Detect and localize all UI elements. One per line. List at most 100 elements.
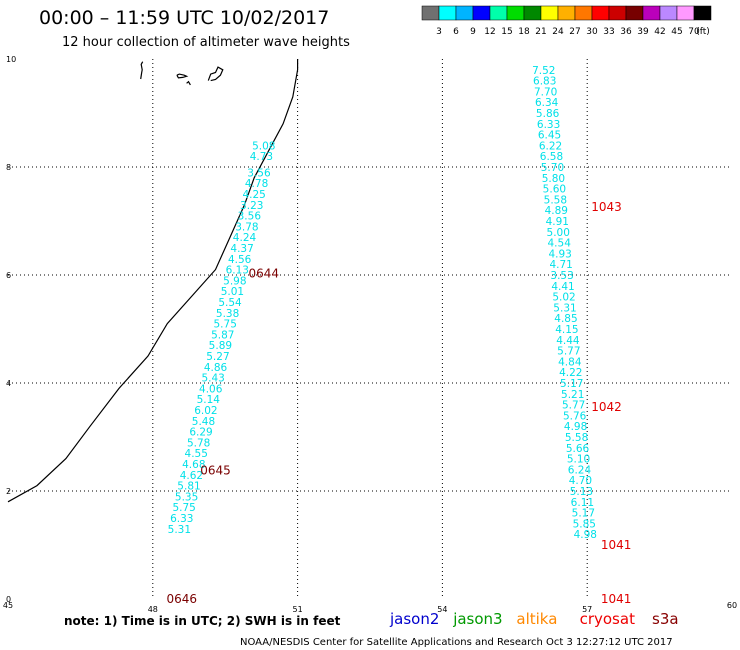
x-tick-label: 45 [3,601,13,610]
island-outline [140,61,144,80]
wave-height-label: 4.91 [546,216,569,228]
wave-height-label: 5.38 [216,308,239,320]
x-tick-label: 60 [727,601,737,610]
wave-height-label: 6.33 [537,119,560,131]
chart-subtitle: 12 hour collection of altimeter wave hei… [62,35,350,50]
wave-height-label: 5.43 [201,373,224,385]
colorbar-label: 30 [586,27,598,37]
pass-time-label: 0644 [249,266,280,280]
wave-height-label: 5.27 [206,351,229,363]
wave-height-label: 5.81 [177,481,200,493]
wave-height-label: 3.23 [240,200,263,212]
wave-height-label: 4.22 [559,367,582,379]
colorbar-label: 21 [535,27,546,37]
wave-height-label: 4.93 [548,248,571,260]
island-outline [186,80,191,86]
pass-time-label: 1041 [601,538,632,552]
colorbar-label: 9 [470,27,476,37]
x-tick-label: 51 [293,605,303,614]
colorbar-swatch [574,5,593,21]
wave-height-label: 5.08 [252,140,275,152]
wave-height-label: 3.53 [550,270,573,282]
y-tick-label: 6 [6,271,11,280]
wave-height-label: 5.31 [553,302,576,314]
wave-height-label: 5.02 [552,292,575,304]
wave-height-label: 6.22 [539,140,562,152]
colorbar-swatch [438,5,457,21]
wave-height-label: 4.73 [250,151,273,163]
wave-height-label: 4.54 [548,238,572,250]
colorbar-label: 70 [688,27,700,37]
wave-height-label: 5.54 [218,297,242,309]
wave-height-label: 5.01 [221,286,244,298]
wave-height-label: 4.84 [558,356,582,368]
wave-height-label: 5.75 [172,502,195,514]
colorbar-label: 3 [436,27,442,37]
wave-height-label: 5.85 [573,518,596,530]
satellite-legend: jason2 jason3 altika cryosat s3a [389,610,679,628]
colorbar: 3 6 9 12 15 18 21 24 27 30 33 36 39 42 45 70(ft) [421,5,712,37]
colorbar-label: 39 [637,27,649,37]
wave-height-label: 7.52 [532,65,555,77]
wave-height-label: 5.76 [563,410,587,422]
wave-height-label: 5.66 [566,443,590,455]
wave-height-label: 5.21 [561,389,584,401]
pass-time-label: 1041 [601,592,632,606]
wave-height-label: 4.89 [545,205,568,217]
colorbar-swatch [540,5,559,21]
wave-height-label: 4.70 [569,475,592,487]
island-outline [207,66,224,82]
colorbar-swatch [625,5,644,21]
wave-height-label: 4.85 [554,313,577,325]
wave-height-label: 4.24 [233,232,257,244]
colorbar-label: 42 [654,27,665,37]
y-tick-label: 8 [6,163,11,172]
wave-height-label: 6.11 [571,497,594,509]
y-tick-label: 10 [6,55,16,64]
wave-height-label: 4.44 [556,335,580,347]
wave-height-label: 5.10 [567,454,590,466]
y-tick-label: 2 [6,487,11,496]
wave-height-label: 6.83 [533,76,556,88]
wave-height-label: 6.13 [226,265,249,277]
colorbar-swatch [455,5,474,21]
colorbar-swatch [557,5,576,21]
x-tick-label: 48 [148,605,158,614]
wave-height-label: 4.55 [185,448,208,460]
wave-height-label: 5.98 [223,275,246,287]
colorbar-swatch [608,5,627,21]
colorbar-label: 45 [671,27,682,37]
wave-height-label: 6.45 [538,130,561,142]
chart-title: 00:00 – 11:59 UTC 10/02/2017 [39,7,329,29]
wave-height-label: 3.56 [247,167,271,179]
wave-height-label: 4.98 [564,421,587,433]
wave-height-label: 6.29 [189,427,212,439]
wave-height-label: 5.17 [560,378,583,390]
colorbar-label: 27 [569,27,580,37]
wave-height-label: 4.98 [574,529,597,541]
wave-height-label: 5.48 [192,416,215,428]
colorbar-label: 6 [453,27,459,37]
wave-height-label: 3.56 [238,211,262,223]
colorbar-swatch [472,5,491,21]
wave-height-label: 4.68 [182,459,205,471]
x-tick-label: 57 [582,605,592,614]
colorbar-swatch [693,5,712,21]
wave-height-label: 4.06 [199,383,223,395]
pass-time-label: 1043 [591,200,622,214]
wave-height-label: 4.56 [228,254,252,266]
wave-height-label: 5.70 [541,162,564,174]
pass-time-label: 0645 [200,463,231,477]
wave-height-label: 5.75 [214,319,237,331]
wave-height-label: 5.58 [544,194,567,206]
colorbar-swatch [489,5,508,21]
coastline [7,59,299,503]
wave-height-label: 5.13 [570,486,593,498]
legend-altika: altika [516,610,557,628]
wave-height-label: 5.77 [557,346,580,358]
wave-height-label: 3.78 [235,221,258,233]
colorbar-swatch [642,5,661,21]
wave-height-label: 5.31 [168,524,191,536]
colorbar-label: 24 [552,27,564,37]
